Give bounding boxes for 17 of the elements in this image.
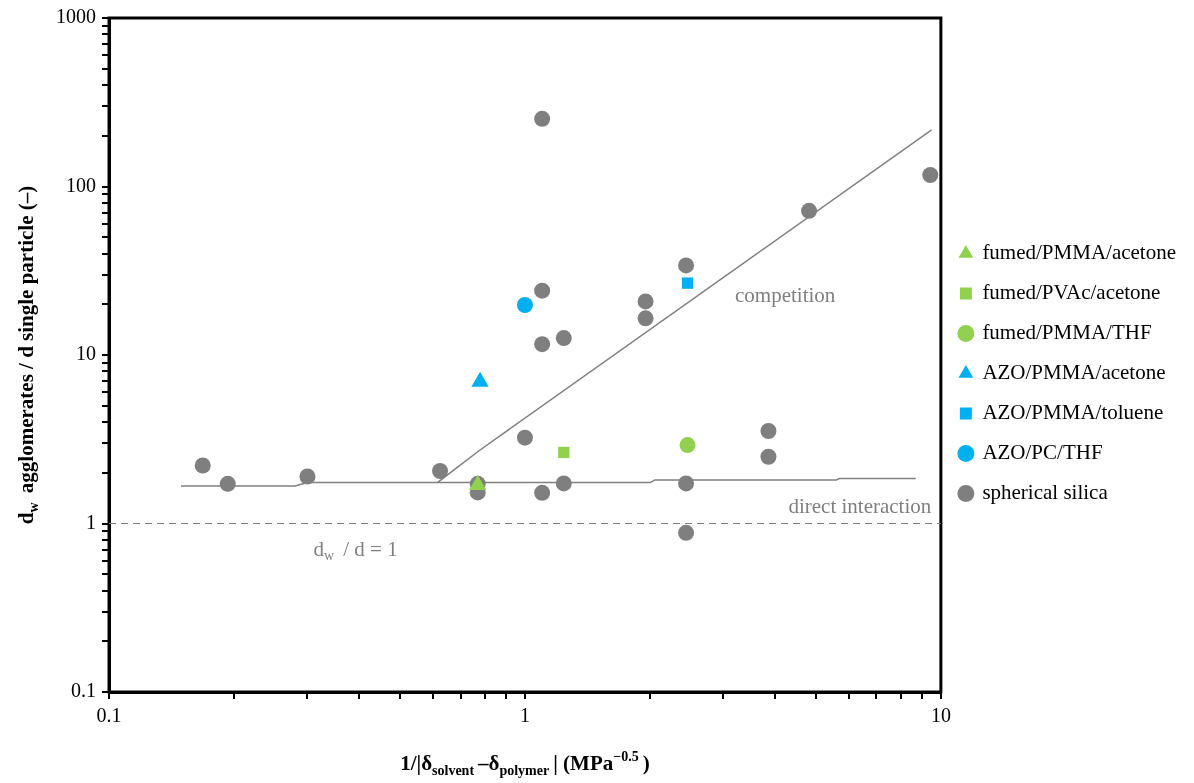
x-tick-label: 1 <box>519 704 530 727</box>
legend-label: fumed/PVAc/acetone <box>982 280 1161 305</box>
y-tick-label: 1000 <box>56 5 96 28</box>
annotation: competition <box>735 282 836 307</box>
legend-label: fumed/PMMA/acetone <box>982 240 1176 265</box>
y-tick-label: 10 <box>76 342 96 365</box>
legend-label: fumed/PMMA/THF <box>982 320 1152 345</box>
x-tick-label: 0.1 <box>96 704 122 727</box>
x-tick-label: 10 <box>930 704 951 727</box>
legend-label: spherical silica <box>982 480 1109 505</box>
y-tick-label: 1 <box>86 510 96 533</box>
annotation: direct interaction <box>788 493 932 518</box>
y-tick-label: 100 <box>66 173 96 196</box>
legend-label: AZO/PC/THF <box>982 440 1103 465</box>
legend-label: AZO/PMMA/toluene <box>982 400 1164 425</box>
legend-label: AZO/PMMA/acetone <box>982 360 1166 385</box>
y-tick-label: 0.1 <box>71 679 96 702</box>
